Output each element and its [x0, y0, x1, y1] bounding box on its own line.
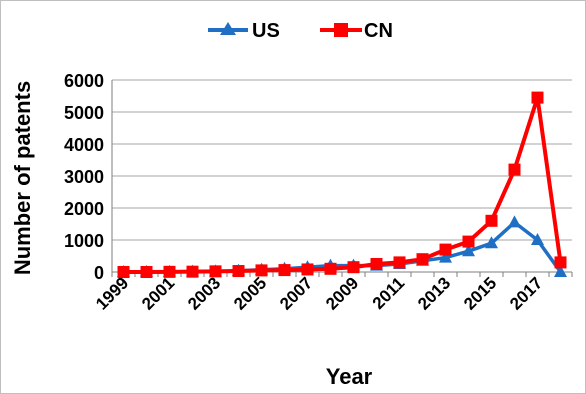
y-tick-label-4000: 4000: [64, 135, 104, 155]
us-point-2016: [508, 215, 521, 228]
cn-point-2018: [554, 256, 567, 269]
us-point-2018: [554, 265, 567, 277]
y-tick-label-2000: 2000: [64, 199, 104, 219]
cn-point-2007: [301, 263, 314, 276]
cn-point-2006: [278, 264, 291, 277]
cn-point-2017: [531, 91, 544, 104]
cn-point-2004: [232, 265, 245, 278]
y-tick-label-1000: 1000: [64, 231, 104, 251]
legend-cn-marker: [334, 23, 348, 37]
cn-point-2015: [485, 214, 498, 227]
cn-point-2002: [186, 265, 199, 278]
legend-us-marker: [220, 22, 236, 35]
y-tick-label-0: 0: [94, 263, 104, 283]
legend-item-cn: CN: [320, 20, 393, 42]
cn-point-2013: [439, 243, 452, 256]
y-axis-label: Number of patents: [10, 81, 35, 275]
cn-point-1999: [117, 266, 130, 278]
cn-point-2012: [416, 253, 429, 266]
us-point-2014: [462, 244, 475, 257]
legend-cn-label: CN: [364, 20, 393, 42]
cn-point-2009: [347, 261, 360, 274]
cn-point-2003: [209, 265, 222, 278]
us-point-2015: [485, 236, 498, 249]
cn-point-2001: [163, 265, 176, 278]
cn-point-2014: [462, 235, 475, 248]
series-layer: [117, 91, 567, 278]
y-tick-label-6000: 6000: [64, 71, 104, 91]
legend-item-us: US: [208, 20, 280, 42]
cn-point-2008: [324, 262, 337, 275]
y-tick-labels: 0 1000 2000 3000 4000 5000 6000: [64, 71, 104, 283]
cn-point-2010: [370, 258, 383, 270]
cn-point-2011: [393, 256, 406, 269]
legend: US CN: [208, 20, 393, 42]
us-point-2013: [439, 250, 452, 263]
y-tick-label-5000: 5000: [64, 103, 104, 123]
us-point-2017: [531, 233, 544, 245]
legend-us-label: US: [252, 20, 280, 42]
series-cn: [117, 91, 567, 278]
x-axis-label: Year: [326, 364, 373, 389]
y-tick-label-3000: 3000: [64, 167, 104, 187]
cn-point-2016: [508, 163, 521, 176]
cn-point-2005: [255, 264, 268, 277]
cn-point-2000: [140, 266, 153, 278]
